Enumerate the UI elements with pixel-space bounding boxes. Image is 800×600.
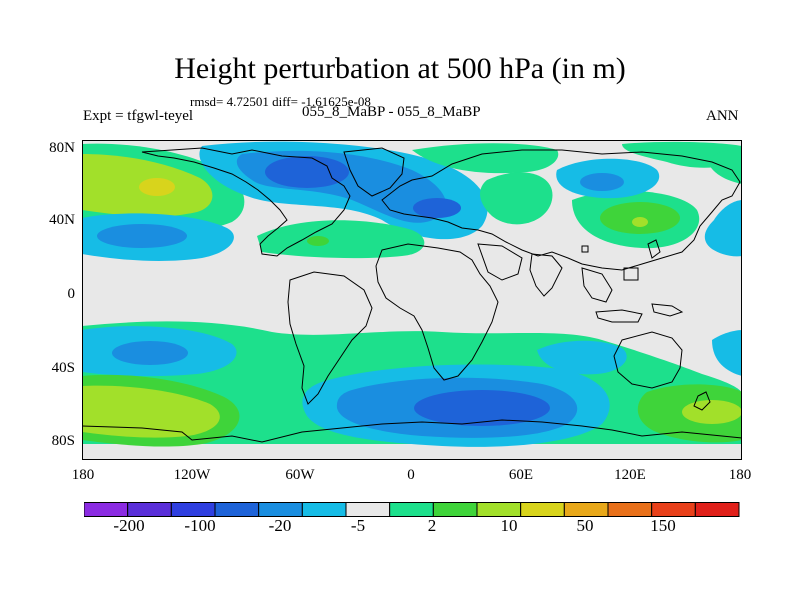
colorbar-label-1: -200 xyxy=(113,516,145,535)
colorbar-swatch xyxy=(694,502,740,517)
field-anomaly-sw-high xyxy=(82,374,240,447)
field-anomaly-ne-pacific-low xyxy=(704,200,742,257)
lat-label-40s: 40S xyxy=(51,360,75,376)
contour-map xyxy=(82,140,742,460)
colorbar-swatch xyxy=(301,502,347,517)
colorbar-swatch xyxy=(520,502,565,517)
colorbar-swatch xyxy=(432,502,478,517)
colorbar-swatch xyxy=(389,502,434,517)
colorbar-swatch xyxy=(84,502,129,517)
colorbar-swatch xyxy=(170,502,216,517)
plot-title: Height perturbation at 500 hPa (in m) xyxy=(174,52,626,85)
lon-label-120e: 120E xyxy=(614,467,646,483)
field-anomaly-atlantic-low xyxy=(199,141,488,240)
colorbar-swatch xyxy=(127,502,172,517)
stats-line: rmsd= 4.72501 diff= -1.61625e-08 xyxy=(190,94,371,109)
colorbar-swatch xyxy=(214,502,260,517)
experiment-label: Expt = tfgwl-teyel xyxy=(83,108,194,124)
lon-label-0: 0 xyxy=(407,467,415,483)
season-label: ANN xyxy=(706,108,739,124)
case-label: 055_8_MaBP - 055_8_MaBP xyxy=(302,104,481,120)
colorbar-swatch xyxy=(607,502,653,517)
lat-label-eq: 0 xyxy=(67,286,76,302)
field-anomaly-sw-low xyxy=(82,326,237,377)
field-anomaly-siberia-low xyxy=(556,158,660,199)
colorbar-swatch xyxy=(563,502,609,517)
colorbar-swatch xyxy=(258,502,303,517)
lat-label-40n: 40N xyxy=(49,212,75,228)
colorbar-label-7: 50 xyxy=(576,516,594,535)
colorbar-label-6: 10 xyxy=(500,516,518,535)
lon-label-180w: 180 xyxy=(71,467,95,483)
lat-label-80n: 80N xyxy=(49,140,75,156)
colorbar-label-8: 150 xyxy=(650,516,676,535)
lon-label-60w: 60W xyxy=(285,467,315,483)
field-anomaly-southern-ocean-low xyxy=(302,364,610,447)
colorbar xyxy=(84,502,740,517)
field-anomaly-se-low xyxy=(537,330,742,376)
colorbar-label-2: -100 xyxy=(184,516,216,535)
lon-label-120w: 120W xyxy=(173,467,211,483)
colorbar-swatch xyxy=(651,502,696,517)
lon-label-180e: 180 xyxy=(728,467,752,483)
colorbar-swatch xyxy=(345,502,391,517)
plot-frame xyxy=(82,140,742,460)
field-anomaly-se-high xyxy=(637,384,742,443)
field-anomaly-west-low xyxy=(82,213,234,261)
coastlines xyxy=(82,147,742,443)
lon-label-60e: 60E xyxy=(508,467,534,483)
lat-label-80s: 80S xyxy=(51,433,75,449)
colorbar-label-4: -5 xyxy=(350,516,366,535)
colorbar-label-3: -20 xyxy=(268,516,292,535)
field-anomaly-natl-green xyxy=(257,220,425,259)
colorbar-swatch xyxy=(476,502,522,517)
colorbar-label-5: 2 xyxy=(427,516,437,535)
